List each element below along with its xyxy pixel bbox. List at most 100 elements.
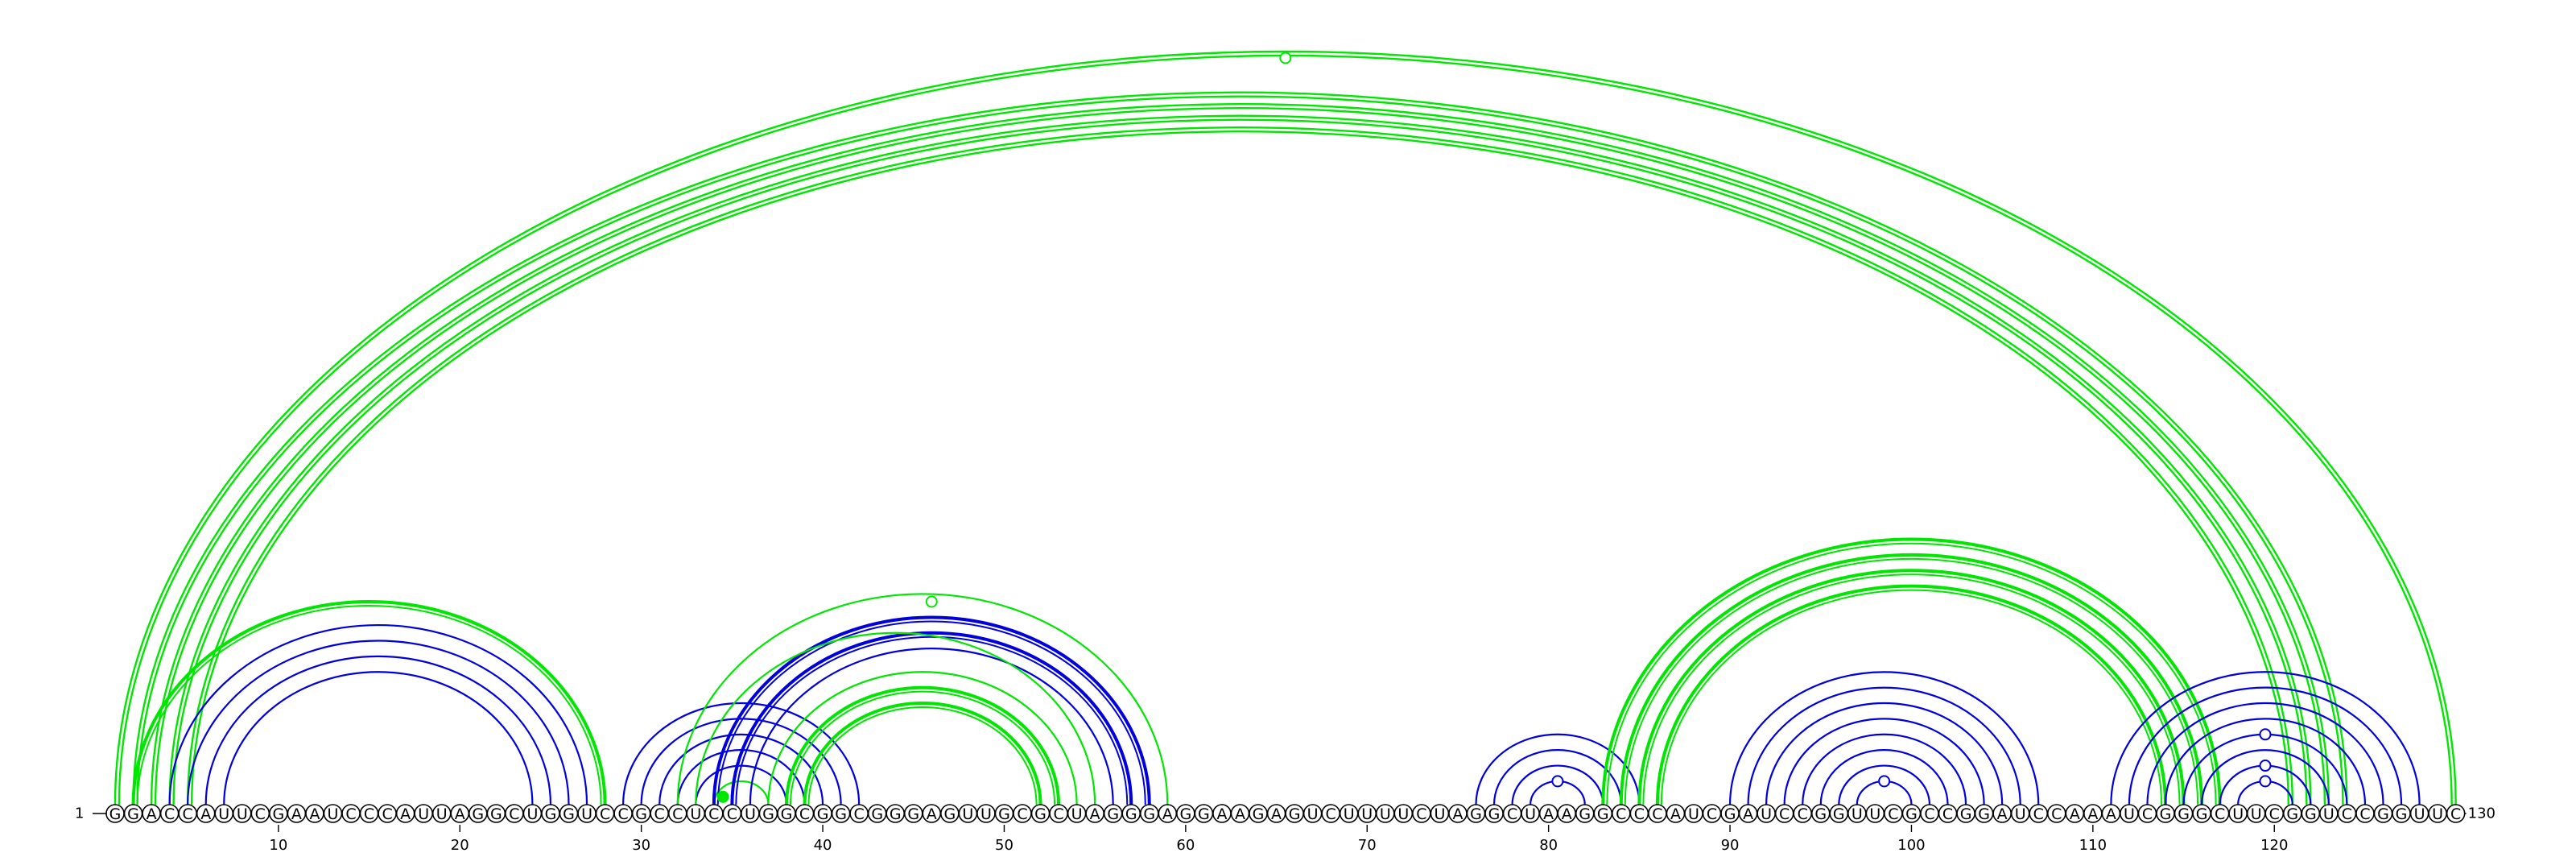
nucleotide: C <box>1938 804 1958 823</box>
nucleotide: C <box>667 804 687 823</box>
nucleotide: G <box>1575 804 1595 823</box>
nucleotide: A <box>2083 804 2103 823</box>
upper-arc-layer <box>114 50 2457 805</box>
nucleotide: C <box>1629 804 1649 823</box>
nucleotide: U <box>1847 804 1867 823</box>
nucleotide-letter: C <box>1707 805 1717 823</box>
nucleotide: G <box>831 804 851 823</box>
nucleotide: C <box>1920 804 1939 823</box>
base-pair-arc <box>640 718 842 805</box>
nucleotide: G <box>2174 804 2194 823</box>
nucleotide: G <box>1103 804 1123 823</box>
nucleotide-letter: C <box>2342 805 2352 823</box>
nucleotide-letter: G <box>1488 805 1501 823</box>
nucleotide: C <box>359 804 379 823</box>
nucleotide: C <box>1612 804 1631 823</box>
nucleotide-letter: G <box>998 805 1010 823</box>
base-pair-arc <box>730 631 1133 805</box>
nucleotide: G <box>940 804 960 823</box>
nucleotide: G <box>813 804 832 823</box>
nucleotide: G <box>631 804 651 823</box>
nucleotide-letter: C <box>1798 805 1808 823</box>
nucleotide: A <box>1266 804 1286 823</box>
nucleotide-letter: A <box>1162 805 1173 823</box>
nucleotide: G <box>269 804 288 823</box>
nucleotide: C <box>1884 804 1903 823</box>
nucleotide: G <box>1901 804 1922 823</box>
nucleotide-letter: A <box>1271 805 1282 823</box>
nucleotide-letter: C <box>1888 805 1898 823</box>
nucleotide: G <box>1956 804 1975 823</box>
nucleotide-letter: C <box>853 805 864 823</box>
nucleotide: C <box>159 804 180 823</box>
nucleotide-letter: C <box>1924 805 1934 823</box>
nucleotide-letter: G <box>781 805 793 823</box>
nucleotide-letter: G <box>472 805 484 823</box>
nucleotide: G <box>541 804 560 823</box>
nucleotide: C <box>1412 804 1431 823</box>
nucleotide: G <box>2392 804 2411 823</box>
nucleotide-letter: C <box>617 805 628 823</box>
upper-arc <box>118 54 2453 805</box>
arc-marker <box>1551 775 1564 788</box>
nucleotide-letter: G <box>272 805 284 823</box>
tick-label: 110 <box>2079 837 2107 854</box>
nucleotide-letter: A <box>1543 805 1554 823</box>
nucleotide-letter: U <box>418 805 429 823</box>
nucleotide: A <box>1158 804 1178 823</box>
nucleotide-letter: G <box>1289 805 1301 823</box>
nucleotide: C <box>595 804 615 823</box>
base-pair-arc <box>789 690 1056 805</box>
nucleotide: A <box>196 804 216 823</box>
base-pair-arc <box>676 593 1169 805</box>
nucleotide-letter: G <box>2286 805 2298 823</box>
nucleotide: U <box>976 804 996 823</box>
nucleotide: G <box>123 804 143 823</box>
nucleotide: U <box>2120 804 2139 823</box>
nucleotide-letter: U <box>1380 805 1391 823</box>
nucleotide: C <box>2029 804 2049 823</box>
tick-label: 90 <box>1721 837 1740 854</box>
nucleotide-letter: A <box>1090 805 1100 823</box>
nucleotide-letter: C <box>509 805 519 823</box>
nucleotide-letter: U <box>1071 805 1083 823</box>
nucleotide-letter: C <box>1507 805 1517 823</box>
nucleotide-letter: A <box>1216 805 1227 823</box>
nucleotide-letter: G <box>545 805 557 823</box>
base-pair-arc <box>2110 671 2421 805</box>
nucleotide: U <box>1339 804 1359 823</box>
nucleotide: G <box>1139 804 1159 823</box>
nucleotide-letter: U <box>436 805 448 823</box>
nucleotide: A <box>395 804 415 823</box>
base-pair-arc <box>223 671 534 805</box>
nucleotide: G <box>1829 804 1849 823</box>
nucleotide: G <box>2192 804 2211 823</box>
nucleotide: U <box>958 804 978 823</box>
base-pair-arc <box>1728 671 2040 805</box>
nucleotide-letter: G <box>1978 805 1990 823</box>
nucleotide-letter: G <box>1034 805 1046 823</box>
nucleotide-letter: C <box>727 805 737 823</box>
arc-marker <box>2259 775 2272 788</box>
base-pair-arc <box>1624 557 2199 805</box>
nucleotide-letter: C <box>600 805 610 823</box>
nucleotide: C <box>2337 804 2357 823</box>
nucleotide-letter: U <box>962 805 973 823</box>
nucleotide: C <box>1321 804 1340 823</box>
nucleotide: U <box>1684 804 1703 823</box>
nucleotide-letter: C <box>2051 805 2062 823</box>
nucleotide-letter: U <box>980 805 992 823</box>
nucleotide-letter: U <box>581 805 592 823</box>
nucleotide-letter: C <box>1053 805 1063 823</box>
nucleotide-letter: C <box>672 805 683 823</box>
nucleotide-letter: A <box>1670 805 1681 823</box>
nucleotide: C <box>341 804 361 823</box>
upper-arc <box>136 95 2344 805</box>
nucleotide-letter: U <box>1869 805 1880 823</box>
nucleotide-letter: C <box>799 805 810 823</box>
nucleotide: G <box>1484 804 1504 823</box>
nucleotide: C <box>2355 804 2375 823</box>
nucleotide: U <box>2228 804 2248 823</box>
nucleotide: G <box>1194 804 1214 823</box>
nucleotide-letter: G <box>1470 805 1482 823</box>
